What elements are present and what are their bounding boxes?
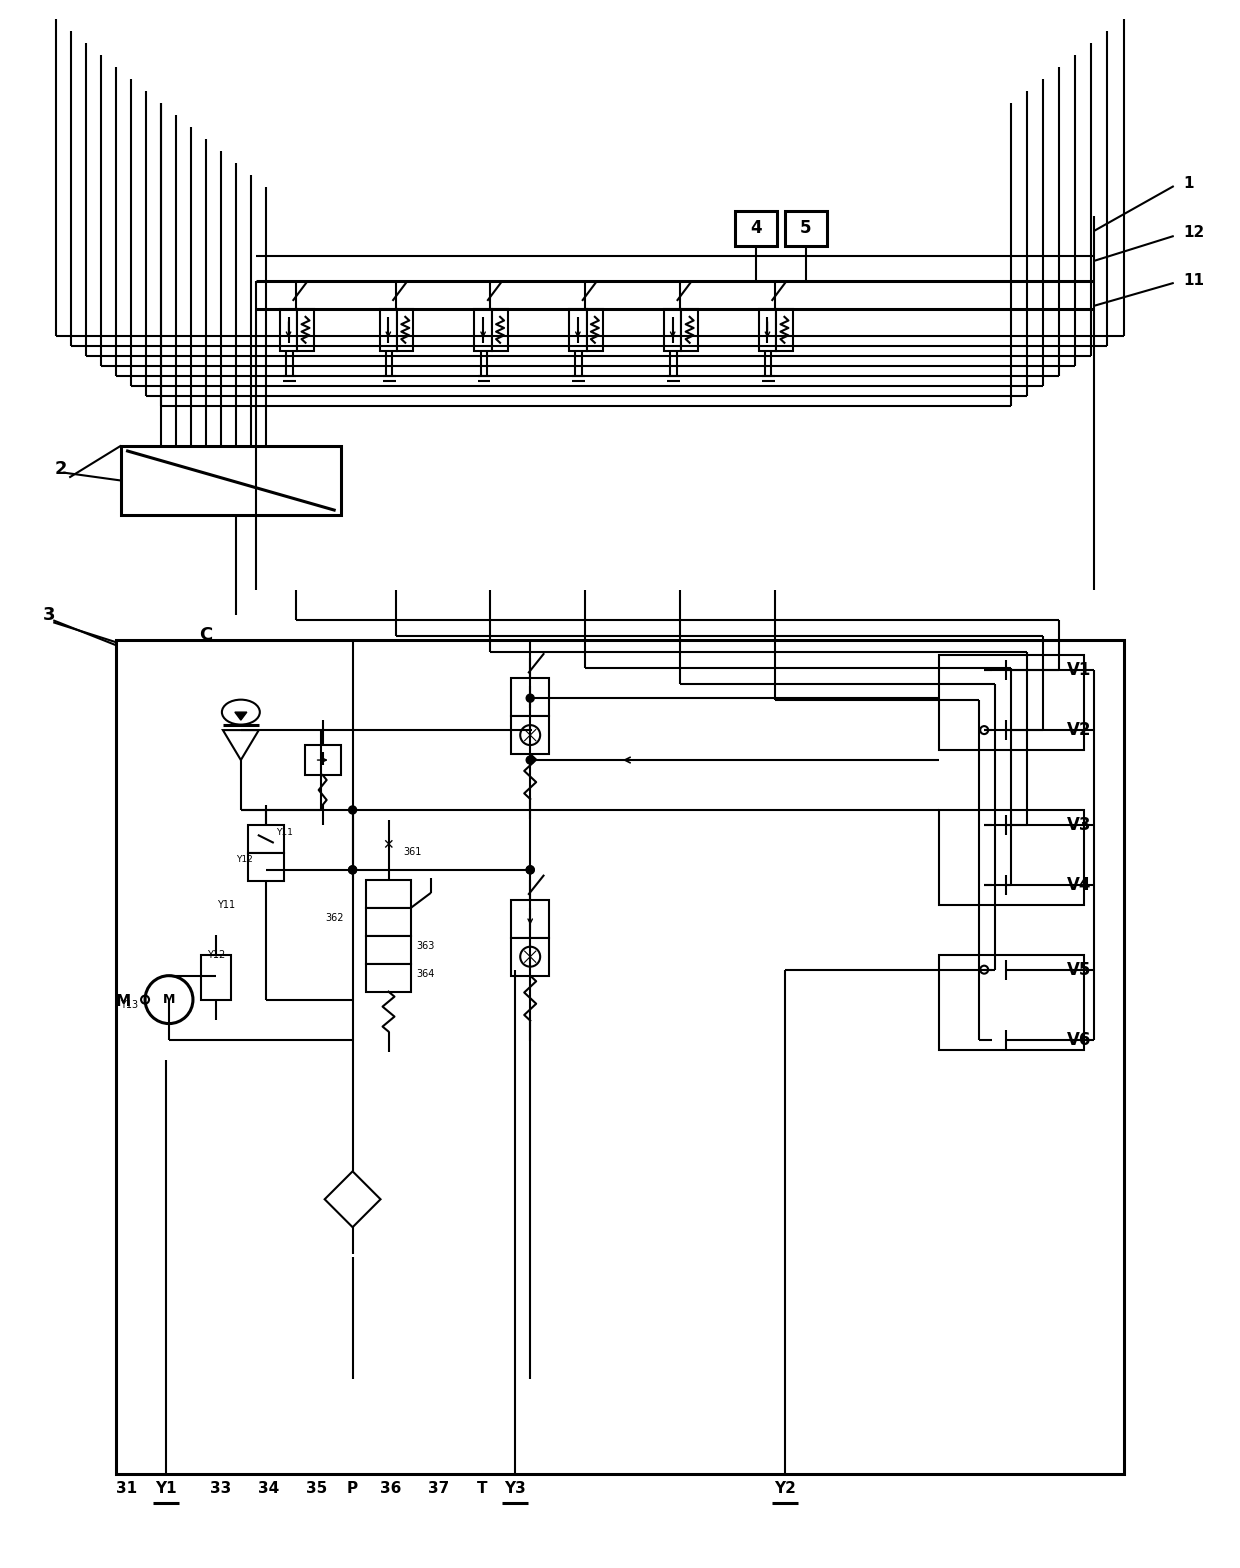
Text: V4: V4: [1066, 877, 1091, 894]
Bar: [122, 445, 341, 516]
Bar: [511, 679, 549, 717]
Text: 33: 33: [211, 1482, 232, 1496]
Text: 35: 35: [306, 1482, 327, 1496]
Text: Y12: Y12: [236, 856, 253, 864]
Text: V1: V1: [1066, 662, 1091, 679]
Text: 361: 361: [403, 847, 422, 856]
Bar: [511, 717, 549, 754]
Text: V5: V5: [1066, 961, 1091, 978]
Bar: [475, 309, 492, 351]
Text: M: M: [162, 993, 175, 1007]
Bar: [939, 955, 1084, 1049]
Bar: [682, 309, 698, 351]
Text: V2: V2: [1066, 721, 1091, 739]
Text: 36: 36: [379, 1482, 402, 1496]
Text: P: P: [347, 1482, 358, 1496]
Bar: [366, 936, 410, 964]
Text: T: T: [477, 1482, 487, 1496]
Bar: [492, 309, 508, 351]
Text: Y3: Y3: [505, 1482, 526, 1496]
Text: 2: 2: [55, 459, 67, 478]
Bar: [280, 309, 298, 351]
Text: 4: 4: [750, 220, 761, 237]
Bar: [366, 880, 410, 908]
Bar: [939, 811, 1084, 905]
Bar: [663, 309, 682, 351]
Text: 11: 11: [1184, 273, 1205, 289]
Bar: [366, 964, 410, 991]
Bar: [569, 309, 587, 351]
Bar: [735, 212, 776, 246]
Text: M: M: [117, 994, 131, 1010]
Text: 37: 37: [428, 1482, 449, 1496]
Text: 31: 31: [115, 1482, 136, 1496]
Text: 363: 363: [415, 941, 434, 950]
Circle shape: [526, 695, 534, 702]
Bar: [785, 212, 827, 246]
Text: Y12: Y12: [207, 950, 224, 960]
Text: 34: 34: [258, 1482, 279, 1496]
Bar: [511, 938, 549, 975]
Bar: [298, 309, 314, 351]
Bar: [939, 655, 1084, 750]
Bar: [776, 309, 792, 351]
Text: 5: 5: [800, 220, 811, 237]
Text: ✕: ✕: [383, 837, 394, 851]
Bar: [511, 900, 549, 938]
Polygon shape: [234, 712, 247, 720]
Circle shape: [348, 866, 357, 873]
Text: 364: 364: [415, 969, 434, 978]
Bar: [305, 745, 341, 775]
Text: 12: 12: [1184, 226, 1205, 240]
Bar: [248, 825, 284, 853]
Circle shape: [348, 866, 357, 873]
Text: Y1: Y1: [155, 1482, 177, 1496]
Text: Y11: Y11: [275, 828, 293, 837]
Circle shape: [348, 806, 357, 814]
Bar: [248, 853, 284, 881]
Bar: [587, 309, 603, 351]
Text: 362: 362: [326, 913, 345, 922]
Bar: [117, 640, 1123, 1474]
Text: 1: 1: [1184, 176, 1194, 191]
Text: Y11: Y11: [217, 900, 234, 909]
Text: C: C: [200, 626, 212, 644]
Circle shape: [526, 756, 534, 764]
Bar: [366, 908, 410, 936]
Text: Y2: Y2: [774, 1482, 796, 1496]
Text: V3: V3: [1066, 815, 1091, 834]
Circle shape: [526, 866, 534, 873]
Bar: [201, 955, 231, 1000]
Text: V6: V6: [1066, 1030, 1091, 1049]
Bar: [379, 309, 397, 351]
Bar: [759, 309, 776, 351]
Circle shape: [526, 866, 534, 873]
Bar: [397, 309, 413, 351]
Text: 3: 3: [43, 607, 56, 624]
Text: Y13: Y13: [120, 1000, 138, 1010]
